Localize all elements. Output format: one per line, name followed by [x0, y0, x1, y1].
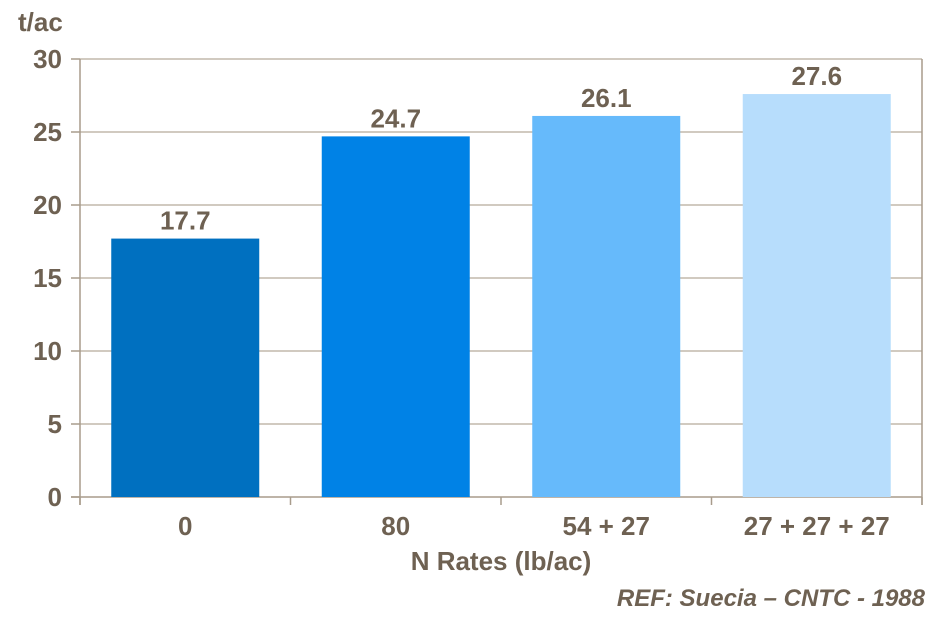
- y-axis-unit-label: t/ac: [18, 7, 63, 37]
- bar: [111, 238, 260, 497]
- bar: [742, 94, 891, 497]
- bar-value-label: 26.1: [581, 83, 632, 113]
- bar: [321, 136, 470, 497]
- y-tick-label: 20: [33, 190, 62, 220]
- x-category-label: 54 + 27: [563, 511, 650, 541]
- x-axis-title: N Rates (lb/ac): [410, 546, 592, 576]
- bar-value-label: 24.7: [370, 103, 421, 133]
- bar-value-label: 17.7: [160, 206, 211, 236]
- bar-value-label: 27.6: [791, 61, 842, 91]
- y-tick-label: 15: [33, 263, 62, 293]
- reference-annotation: REF: Suecia – CNTC - 1988: [616, 585, 925, 612]
- x-category-label: 80: [381, 511, 410, 541]
- y-tick-label: 30: [33, 44, 62, 74]
- y-tick-label: 5: [48, 409, 62, 439]
- x-category-label: 0: [178, 511, 192, 541]
- y-tick-label: 0: [48, 482, 62, 512]
- x-category-label: 27 + 27 + 27: [744, 511, 890, 541]
- y-tick-label: 10: [33, 336, 62, 366]
- y-tick-label: 25: [33, 117, 62, 147]
- bar: [532, 115, 681, 497]
